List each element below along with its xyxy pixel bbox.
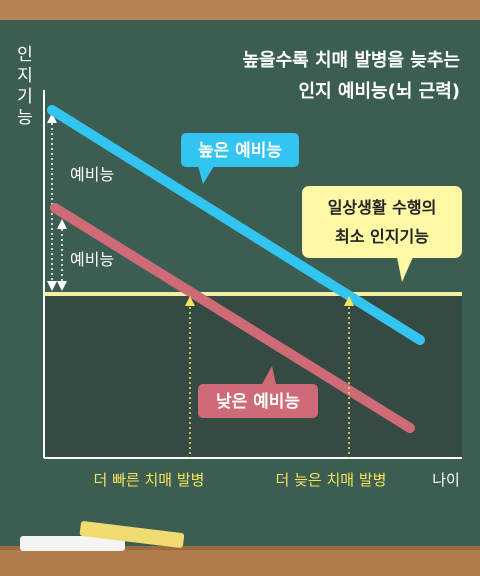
y-axis-label-2: 지 — [17, 66, 33, 86]
y-axis-label-3: 기 — [17, 87, 33, 107]
yellow-chalk — [79, 521, 185, 548]
threshold-callout-box — [302, 186, 462, 258]
early-onset-arrowhead — [185, 296, 195, 306]
below-threshold-zone — [44, 294, 462, 458]
high-reserve-line — [47, 105, 425, 345]
threshold-callout-line-2: 최소 인지기능 — [335, 227, 429, 246]
threshold-callout-pointer — [397, 257, 413, 282]
title-line-1: 높을수록 치매 발병을 늦추는 — [242, 50, 460, 71]
late-onset-arrowhead — [344, 296, 354, 306]
white-chalk — [20, 536, 125, 551]
high-reserve-label-pointer — [198, 166, 214, 184]
threshold-callout-line-1: 일상생활 수행의 — [328, 198, 437, 217]
x-axis-label: 나이 — [432, 471, 460, 489]
chalk-tray — [0, 548, 480, 576]
bracket-high-label: 예비능 — [70, 165, 114, 184]
bracket-low-label: 예비능 — [70, 250, 114, 269]
high-reserve-label-box — [181, 133, 299, 167]
low-reserve-label-box — [198, 384, 318, 418]
low-reserve-label: 낮은 예비능 — [216, 392, 300, 412]
early-onset-label: 더 빠른 치매 발병 — [94, 471, 205, 489]
chalk-tray-edge — [0, 546, 480, 550]
low-reserve-line — [50, 203, 415, 433]
high-reserve-label: 높은 예비능 — [198, 141, 282, 161]
board-surface — [0, 20, 480, 548]
late-onset-label: 더 늦은 치매 발병 — [276, 471, 387, 489]
title-line-2: 인지 예비능(뇌 근력) — [299, 81, 460, 102]
low-reserve-label-pointer — [262, 366, 276, 384]
y-axis-label-1: 인 — [17, 45, 33, 65]
y-axis-label-4: 능 — [17, 108, 33, 128]
